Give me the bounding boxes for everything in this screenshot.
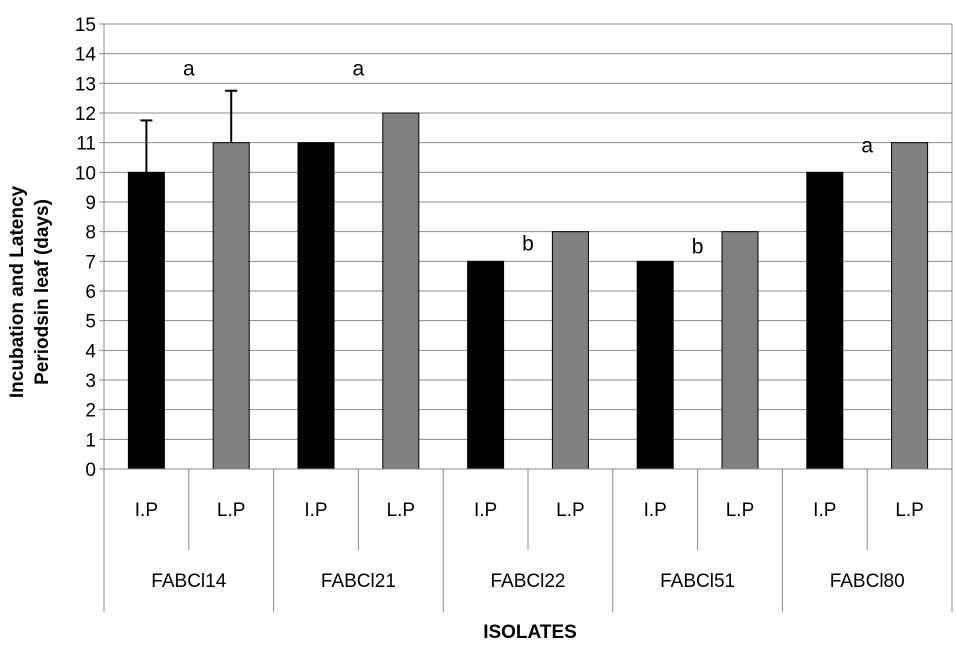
significance-label: a xyxy=(861,135,873,158)
axes xyxy=(99,23,953,612)
subcategory-label: I.P xyxy=(304,500,327,521)
y-axis-title-line-1: Incubation and Latency xyxy=(7,185,28,398)
y-tick-label: 10 xyxy=(75,163,96,184)
subcategory-label: I.P xyxy=(813,500,836,521)
annotations: a a b b a xyxy=(183,58,873,259)
significance-label: a xyxy=(353,58,365,81)
y-tick-label: 3 xyxy=(85,371,96,392)
group-label: FABCl21 xyxy=(321,571,396,592)
y-tick-label: 5 xyxy=(85,312,96,333)
y-tick-label: 2 xyxy=(85,401,96,422)
subcategory-label: L.P xyxy=(895,500,924,521)
subcategory-label: L.P xyxy=(217,500,246,521)
y-tick-label: 7 xyxy=(85,252,96,273)
y-tick-label: 4 xyxy=(85,341,96,362)
y-tick-label: 8 xyxy=(85,223,96,244)
significance-label: b xyxy=(692,236,704,259)
significance-label: b xyxy=(522,233,534,256)
bar xyxy=(297,142,335,470)
x-axis-title: ISOLATES xyxy=(483,622,577,643)
subcategory-label: L.P xyxy=(387,500,416,521)
y-tick-label: 11 xyxy=(76,134,96,155)
y-tick-label: 9 xyxy=(85,193,96,214)
subcategory-label: I.P xyxy=(474,500,497,521)
y-tick-label: 12 xyxy=(75,104,96,125)
y-tick-label: 0 xyxy=(85,460,96,481)
subcategory-label: L.P xyxy=(726,500,755,521)
group-label: FABCl51 xyxy=(660,571,735,592)
group-label: FABCl22 xyxy=(491,571,566,592)
y-tick-label: 6 xyxy=(85,282,96,303)
group-label: FABCl14 xyxy=(151,571,226,592)
bars xyxy=(127,112,929,470)
bar xyxy=(212,142,250,470)
y-tick-label: 13 xyxy=(75,74,96,95)
error-bars xyxy=(140,89,238,173)
bar xyxy=(382,112,420,470)
bar xyxy=(467,260,505,470)
bar xyxy=(891,142,929,470)
subcategory-label: I.P xyxy=(644,500,667,521)
bar xyxy=(721,231,759,470)
bar xyxy=(551,231,589,470)
y-tick-label: 15 xyxy=(75,15,96,36)
subcategory-label: I.P xyxy=(135,500,158,521)
y-tick-label: 1 xyxy=(85,430,96,451)
bar xyxy=(806,171,844,470)
bar xyxy=(127,171,165,470)
group-label: FABCl80 xyxy=(830,571,905,592)
significance-label: a xyxy=(183,58,195,81)
y-tick-label: 14 xyxy=(75,45,97,66)
subcategory-label: L.P xyxy=(556,500,585,521)
category-labels: I.P L.P FABCl14 I.P L.P FABCl21 I.P L.P FABCl22 I… xyxy=(135,500,924,592)
y-axis-title-line-2: Periodsin leaf (days) xyxy=(32,199,53,385)
bar xyxy=(636,260,674,470)
